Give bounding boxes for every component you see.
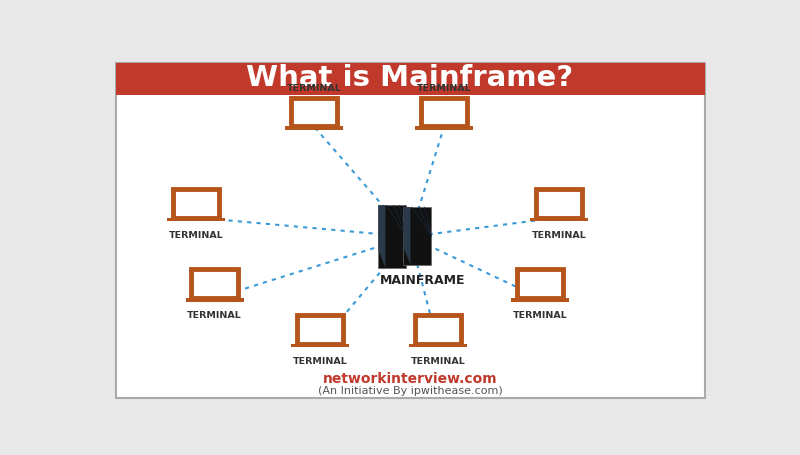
Text: TERMINAL: TERMINAL [293, 357, 347, 366]
Text: MAINFRAME: MAINFRAME [380, 273, 465, 287]
Text: What is Mainframe?: What is Mainframe? [246, 65, 574, 92]
FancyBboxPatch shape [191, 269, 238, 298]
FancyBboxPatch shape [297, 315, 343, 344]
Text: TERMINAL: TERMINAL [187, 311, 242, 320]
Text: TERMINAL: TERMINAL [531, 231, 586, 240]
FancyBboxPatch shape [378, 205, 406, 268]
Text: TERMINAL: TERMINAL [417, 85, 471, 93]
FancyBboxPatch shape [511, 298, 570, 302]
Text: TERMINAL: TERMINAL [286, 85, 342, 93]
Polygon shape [403, 207, 410, 265]
Polygon shape [378, 205, 386, 268]
FancyBboxPatch shape [186, 298, 244, 302]
FancyBboxPatch shape [414, 315, 461, 344]
FancyBboxPatch shape [173, 189, 219, 217]
Text: (An Initiative By ipwithease.com): (An Initiative By ipwithease.com) [318, 386, 502, 396]
FancyBboxPatch shape [409, 344, 467, 347]
FancyBboxPatch shape [415, 126, 473, 130]
FancyBboxPatch shape [167, 217, 225, 221]
Text: TERMINAL: TERMINAL [513, 311, 567, 320]
FancyBboxPatch shape [290, 98, 337, 126]
FancyBboxPatch shape [403, 207, 431, 265]
FancyBboxPatch shape [421, 98, 467, 126]
Text: TERMINAL: TERMINAL [169, 231, 223, 240]
FancyBboxPatch shape [291, 344, 349, 347]
FancyBboxPatch shape [285, 126, 343, 130]
FancyBboxPatch shape [115, 63, 705, 398]
FancyBboxPatch shape [535, 189, 582, 217]
FancyBboxPatch shape [115, 63, 705, 95]
FancyBboxPatch shape [530, 217, 588, 221]
Text: networkinterview.com: networkinterview.com [322, 372, 498, 386]
Text: TERMINAL: TERMINAL [410, 357, 466, 366]
FancyBboxPatch shape [517, 269, 563, 298]
